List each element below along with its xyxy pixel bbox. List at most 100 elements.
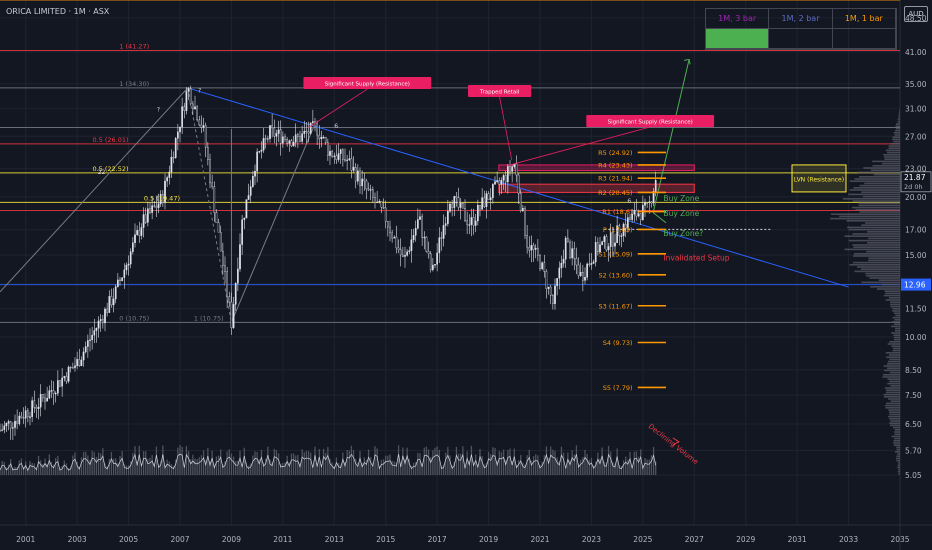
candle-body bbox=[586, 263, 588, 278]
profile-bar bbox=[861, 281, 900, 284]
volume-bar bbox=[245, 462, 248, 475]
time-tick-label: 2001 bbox=[16, 535, 35, 544]
candle-body bbox=[601, 241, 603, 245]
volume-bar bbox=[530, 460, 533, 475]
candle-body bbox=[232, 304, 235, 328]
profile-bar bbox=[896, 448, 900, 451]
volume-bar bbox=[382, 459, 385, 475]
volume-bar bbox=[192, 454, 194, 475]
profile-bar bbox=[881, 283, 900, 286]
volume-bar bbox=[164, 464, 166, 475]
volume-bar bbox=[222, 464, 224, 475]
candle-body bbox=[108, 296, 111, 313]
candle-body bbox=[496, 180, 498, 182]
candle-body bbox=[230, 301, 233, 328]
price-tick-label: 5.70 bbox=[905, 447, 922, 456]
volume-bar bbox=[406, 447, 408, 475]
candle-body bbox=[97, 320, 100, 329]
candle-body bbox=[207, 147, 209, 160]
candle-body bbox=[350, 158, 353, 171]
volume-bar bbox=[277, 453, 280, 475]
symbol-title[interactable]: ORICA LIMITED · 1M · ASX bbox=[6, 7, 110, 16]
volume-bar bbox=[460, 453, 462, 475]
candle-body bbox=[434, 264, 436, 266]
candle-body bbox=[440, 237, 443, 239]
volume-bar bbox=[631, 465, 633, 475]
candle-body bbox=[539, 255, 541, 270]
candle-body bbox=[192, 103, 194, 110]
volume-bar bbox=[18, 460, 20, 475]
volume-bar bbox=[419, 453, 421, 475]
volume-bar bbox=[642, 465, 644, 475]
zone-label: LVN (Resistance) bbox=[794, 176, 844, 183]
candle-body bbox=[451, 203, 453, 208]
volume-bar bbox=[123, 463, 125, 475]
volume-bar bbox=[235, 460, 237, 475]
volume-bar bbox=[132, 452, 134, 475]
volume-bar bbox=[104, 463, 106, 475]
candle-body bbox=[631, 213, 633, 220]
candle-body bbox=[95, 328, 98, 331]
time-axis[interactable]: 2001 2003 2005 2007 2009 2011 2013 2015 2017 2019… bbox=[16, 535, 910, 544]
volume-bar bbox=[592, 465, 595, 475]
candle-body bbox=[89, 339, 91, 341]
pivot-label: R4 (23.43) bbox=[598, 161, 632, 169]
price-axis[interactable]: 48.50 41.00 35.00 31.00 27.00 23.00 20.00 17.00… bbox=[900, 14, 932, 480]
profile-bar bbox=[888, 415, 900, 418]
candle-body bbox=[346, 159, 348, 161]
candle-body bbox=[275, 133, 278, 137]
candle-body bbox=[22, 417, 25, 419]
volume-bar bbox=[603, 462, 605, 475]
volume-bar bbox=[67, 468, 70, 475]
callout-box bbox=[303, 77, 432, 90]
volume-bar bbox=[117, 463, 119, 475]
volume-bar bbox=[136, 461, 138, 475]
profile-bar bbox=[898, 116, 900, 119]
price-tick-label: 15.00 bbox=[905, 251, 927, 260]
volume-bar bbox=[545, 446, 548, 475]
candle-body bbox=[211, 182, 213, 187]
currency-badge[interactable]: AUD bbox=[904, 6, 928, 22]
volume-bar bbox=[200, 455, 203, 475]
callout-box bbox=[468, 84, 532, 97]
volume-bar bbox=[262, 462, 265, 475]
profile-bar bbox=[889, 358, 900, 361]
pivot-label: S1 (15.09) bbox=[599, 250, 633, 258]
candle-body bbox=[59, 380, 61, 387]
support-price-value: 12.96 bbox=[904, 281, 926, 290]
profile-bar bbox=[887, 343, 900, 345]
timeframe-table: 1M, 3 bar 1M, 2 bar 1M, 1 bar bbox=[705, 8, 897, 50]
candle-body bbox=[164, 180, 166, 203]
time-tick-label: 2005 bbox=[119, 535, 138, 544]
profile-bar bbox=[896, 455, 900, 457]
volume-bar bbox=[106, 466, 108, 475]
volume-bar bbox=[25, 461, 27, 475]
profile-bar bbox=[878, 279, 900, 281]
pivot-label: S2 (13.60) bbox=[599, 271, 633, 279]
candle-body bbox=[324, 137, 327, 143]
candle-body bbox=[256, 151, 258, 172]
volume-bar bbox=[547, 458, 550, 475]
candle-body bbox=[504, 175, 507, 183]
candle-body bbox=[442, 225, 445, 239]
profile-bar bbox=[891, 345, 900, 347]
volume-bar bbox=[170, 464, 173, 475]
profile-bar bbox=[865, 272, 900, 275]
volume-bar bbox=[147, 458, 149, 475]
candle-body bbox=[20, 415, 23, 418]
volume-bar bbox=[556, 457, 558, 475]
candle-body bbox=[397, 247, 400, 250]
candle-body bbox=[252, 176, 254, 187]
volume-bar bbox=[616, 448, 618, 475]
volume-bar bbox=[217, 455, 220, 475]
volume-bar bbox=[194, 458, 196, 475]
volume-bar bbox=[652, 446, 655, 475]
time-tick-label: 2011 bbox=[273, 535, 292, 544]
candle-body bbox=[483, 197, 486, 207]
volume-bar bbox=[451, 465, 453, 475]
profile-bar bbox=[893, 312, 900, 314]
time-tick-label: 2003 bbox=[68, 535, 87, 544]
volume-bar bbox=[496, 460, 498, 475]
fib-mark: 6 bbox=[627, 198, 631, 205]
